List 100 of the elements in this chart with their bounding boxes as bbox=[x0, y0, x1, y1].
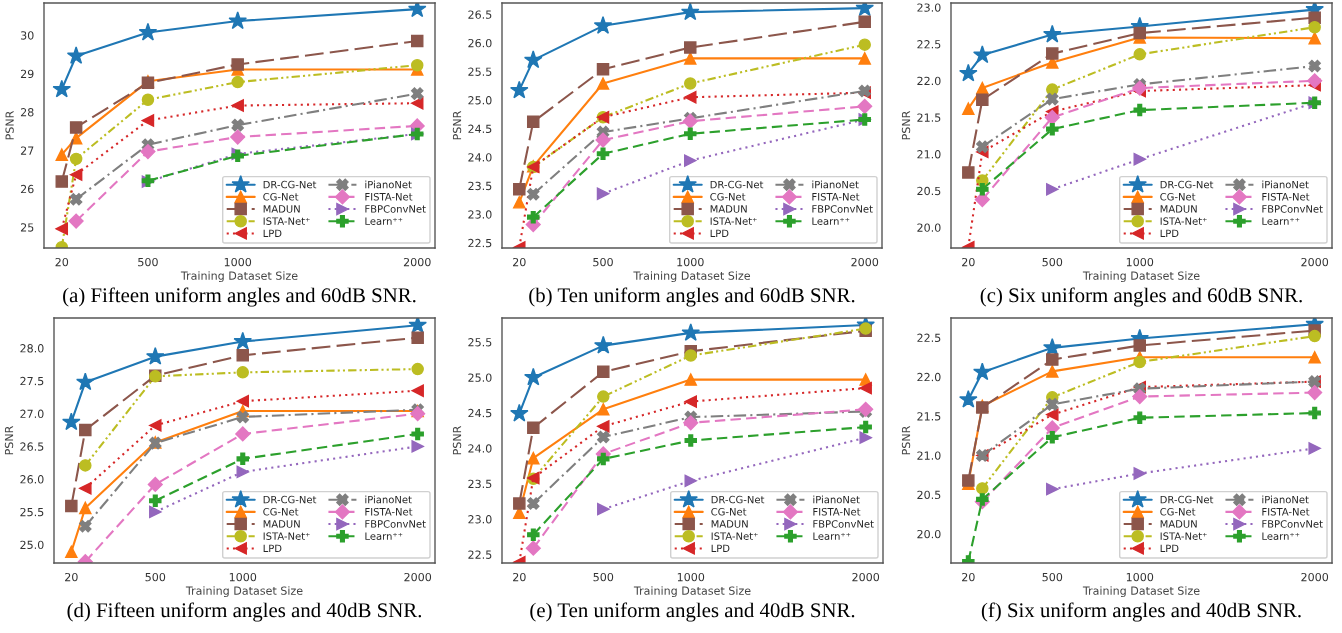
y-axis-title: PSNR bbox=[4, 425, 14, 455]
legend-label: CG-Net bbox=[263, 192, 299, 201]
legend-label: LPD bbox=[711, 544, 730, 552]
text: (b) Ten uniform angles and 60dB SNR. bbox=[529, 287, 855, 307]
y-tick-label: 28.0 bbox=[20, 344, 44, 353]
legend-label: FISTA-Net bbox=[365, 507, 413, 516]
y-tick-label: 24.5 bbox=[468, 124, 492, 134]
legend-label: ISTA-Net⁺ bbox=[710, 217, 757, 225]
y-tick-label: 27.5 bbox=[20, 376, 44, 386]
legend-label: ISTA-Net⁺ bbox=[263, 532, 310, 540]
y-tick-label: 23.5 bbox=[468, 181, 492, 191]
y-tick-label: 20.0 bbox=[917, 223, 941, 232]
legend-label: CG-Net bbox=[711, 507, 747, 516]
legend-label: FISTA-Net bbox=[1262, 507, 1310, 516]
legend-label: LPD bbox=[1160, 544, 1179, 552]
y-tick-label: 21.0 bbox=[917, 150, 941, 159]
y-tick-label: 29 bbox=[20, 69, 34, 79]
y-tick-label: 26.5 bbox=[468, 10, 492, 19]
y-tick-label: 24.0 bbox=[468, 153, 492, 162]
legend-label: MADUN bbox=[711, 520, 748, 528]
y-axis-title: PSNR bbox=[5, 110, 14, 140]
y-tick-label: 25.0 bbox=[468, 373, 492, 382]
legend-label: iPianoNet bbox=[812, 180, 859, 189]
y-tick-label: 22.0 bbox=[917, 372, 941, 382]
legend-label: MADUN bbox=[263, 520, 300, 528]
legend-label: iPianoNet bbox=[365, 180, 412, 189]
y-tick-label: 22.5 bbox=[468, 238, 492, 248]
x-tick-label: 1000 bbox=[1126, 257, 1154, 267]
x-tick-label: 500 bbox=[593, 257, 613, 267]
legend-label: FBPConvNet bbox=[1262, 205, 1323, 213]
legend-label: Learn⁺⁺ bbox=[812, 217, 850, 225]
legend-label: FISTA-Net bbox=[1262, 192, 1310, 201]
y-tick-label: 27.0 bbox=[20, 409, 44, 419]
x-tick-label: 500 bbox=[593, 572, 614, 582]
legend-label: Learn⁺⁺ bbox=[365, 532, 403, 540]
legend-label: FBPConvNet bbox=[365, 520, 426, 528]
y-tick-label: 23.0 bbox=[468, 210, 492, 219]
y-tick-label: 27 bbox=[20, 146, 34, 155]
x-tick-label: 1000 bbox=[1126, 572, 1154, 582]
x-tick-label: 1000 bbox=[224, 257, 252, 267]
text: (d) Fifteen uniform angles and 40dB SNR. bbox=[67, 602, 422, 622]
y-tick-label: 20.5 bbox=[917, 490, 941, 500]
legend-label: iPianoNet bbox=[1262, 180, 1309, 189]
legend-label: MADUN bbox=[1160, 205, 1197, 213]
x-tick-label: 1000 bbox=[229, 572, 257, 582]
y-tick-label: 26.0 bbox=[20, 475, 44, 484]
legend-label: FISTA-Net bbox=[813, 507, 861, 516]
legend-label: MADUN bbox=[1160, 520, 1197, 528]
x-tick-label: 500 bbox=[145, 572, 166, 582]
x-tick-label: 2000 bbox=[403, 257, 431, 267]
x-tick-label: 1000 bbox=[677, 572, 705, 582]
legend-label: MADUN bbox=[710, 205, 747, 213]
legend-label: DR-CG-Net bbox=[710, 180, 764, 189]
legend-label: ISTA-Net⁺ bbox=[711, 532, 758, 540]
legend-label: DR-CG-Net bbox=[1160, 180, 1214, 189]
legend-label: CG-Net bbox=[710, 192, 746, 201]
y-tick-label: 20.0 bbox=[917, 529, 941, 539]
y-tick-label: 24.0 bbox=[468, 444, 492, 453]
y-tick-label: 22.5 bbox=[917, 40, 941, 49]
y-axis-title: PSNR bbox=[901, 110, 911, 140]
x-tick-label: 2000 bbox=[404, 572, 432, 582]
legend-label: FBPConvNet bbox=[365, 205, 426, 213]
y-tick-label: 26.5 bbox=[20, 442, 44, 451]
x-tick-label: 2000 bbox=[1301, 257, 1329, 267]
y-tick-label: 23.0 bbox=[917, 3, 941, 12]
y-tick-label: 25.5 bbox=[468, 67, 492, 76]
x-tick-label: 20 bbox=[962, 257, 975, 267]
y-axis-title: PSNR bbox=[452, 425, 462, 455]
y-tick-label: 25 bbox=[20, 223, 34, 232]
legend-label: FBPConvNet bbox=[812, 205, 873, 213]
legend-label: Learn⁺⁺ bbox=[1262, 532, 1300, 540]
legend-label: LPD bbox=[263, 544, 282, 552]
x-tick-label: 2000 bbox=[851, 257, 879, 267]
legend-label: iPianoNet bbox=[1262, 495, 1309, 504]
y-tick-label: 22.0 bbox=[917, 76, 941, 86]
legend-label: iPianoNet bbox=[365, 495, 412, 504]
x-axis-title: Training Dataset Size bbox=[633, 271, 751, 283]
legend-label: Learn⁺⁺ bbox=[813, 532, 851, 540]
x-axis-title: Training Dataset Size bbox=[1082, 586, 1200, 598]
y-tick-label: 23.5 bbox=[468, 479, 492, 489]
y-tick-label: 21.5 bbox=[917, 412, 941, 421]
x-tick-label: 20 bbox=[513, 572, 526, 582]
y-tick-label: 30 bbox=[20, 31, 34, 40]
x-tick-label: 20 bbox=[55, 257, 69, 267]
y-tick-label: 22.5 bbox=[468, 550, 492, 559]
x-tick-label: 1000 bbox=[677, 257, 704, 267]
text: (c) Six uniform angles and 60dB SNR. bbox=[980, 287, 1302, 307]
y-tick-label: 26.0 bbox=[468, 38, 492, 48]
legend-label: Learn⁺⁺ bbox=[1262, 217, 1300, 225]
y-tick-label: 21.5 bbox=[917, 113, 941, 122]
legend-label: LPD bbox=[263, 229, 282, 237]
legend-label: FISTA-Net bbox=[365, 192, 413, 201]
y-tick-label: 25.5 bbox=[20, 507, 44, 517]
legend-label: LPD bbox=[710, 229, 729, 237]
legend-label: ISTA-Net⁺ bbox=[263, 217, 310, 225]
legend-label: LPD bbox=[1160, 229, 1179, 237]
y-tick-label: 25.0 bbox=[468, 96, 492, 105]
y-tick-label: 25.0 bbox=[20, 540, 44, 550]
legend-label: Learn⁺⁺ bbox=[365, 217, 403, 225]
y-tick-label: 23.0 bbox=[468, 515, 492, 524]
